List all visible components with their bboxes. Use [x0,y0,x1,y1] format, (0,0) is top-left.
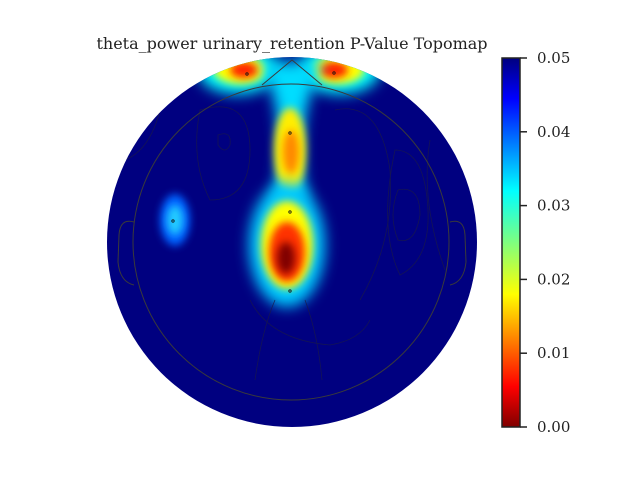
sensor-marker [288,289,292,293]
colorbar-tick-label: 0.05 [537,49,570,67]
colorbar-tick-label: 0.00 [537,418,570,436]
sensor-marker [288,131,292,135]
colorbar-ticks: 0.00 0.01 0.02 0.03 0.04 0.05 [520,49,570,436]
topomap-head [107,57,477,427]
colorbar-tick-label: 0.01 [537,344,570,362]
colorbar-tick-label: 0.04 [537,123,570,141]
sensor-marker [288,210,292,214]
sensor-markers [171,71,336,293]
right-ear-outline [449,220,467,286]
sensor-marker [332,71,336,75]
head-outline [132,83,450,401]
colorbar-tick-label: 0.02 [537,270,570,288]
sensor-marker [245,72,249,76]
colorbar-tick-label: 0.03 [537,197,570,215]
sensor-marker [171,219,175,223]
midline-central-hotspot [249,183,325,307]
left-temporal-hotspot [160,194,190,246]
contour-lines [124,106,446,381]
nose-outline [261,59,323,86]
midline-frontal-band [262,62,322,200]
left-ear-outline [117,220,135,286]
chart-title: theta_power urinary_retention P-Value To… [96,34,487,53]
colorbar-gradient [501,57,521,428]
colorbar: 0.00 0.01 0.02 0.03 0.04 0.05 [501,49,570,436]
